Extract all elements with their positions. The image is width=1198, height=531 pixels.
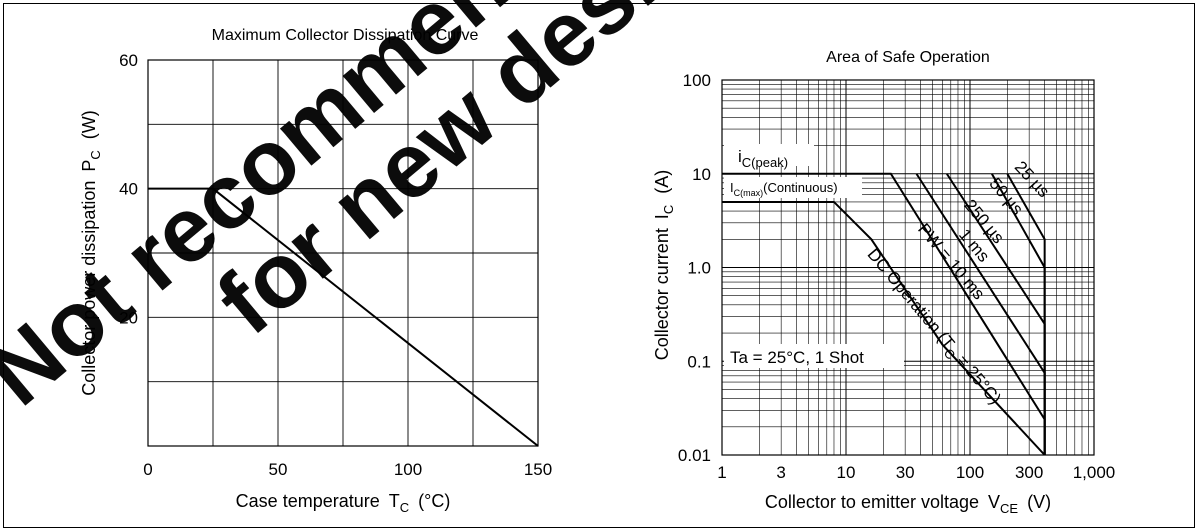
figure-frame <box>3 3 1195 528</box>
dissipation-series <box>148 187 539 447</box>
dissipation-curve <box>148 187 539 447</box>
ic-peak-main: i <box>738 147 742 166</box>
watermark: Not recommended for new design <box>0 0 762 425</box>
soa-x-axis-label: Collector to emitter voltage VCE (V) <box>765 492 1051 516</box>
dissipation-y-symbol-sub: C <box>88 150 103 159</box>
dissipation-y-label-text: Collector power dissipation <box>79 181 99 396</box>
soa-x-unit: (V) <box>1027 492 1051 512</box>
soa-x-tick-label: 10 <box>837 463 856 482</box>
dissipation-x-tick-label: 0 <box>143 460 152 479</box>
soa-x-tick-label: 1 <box>717 463 726 482</box>
soa-x-label-text: Collector to emitter voltage <box>765 492 979 512</box>
dissipation-x-axis-label: Case temperature TC (°C) <box>236 491 451 515</box>
dissipation-x-tick-label: 100 <box>394 460 422 479</box>
soa-x-tick-label: 100 <box>956 463 984 482</box>
soa-y-tick-label: 1.0 <box>687 259 711 278</box>
soa-curve <box>722 200 1046 456</box>
soa-series <box>722 172 1046 456</box>
ic-max-sub: C(max) <box>734 188 764 198</box>
soa-curve <box>1006 173 1046 455</box>
dissipation-y-tick-label: 20 <box>119 308 138 327</box>
dissipation-x-label-text: Case temperature <box>236 491 380 511</box>
condition-label: Ta = 25°C, 1 Shot <box>730 348 864 367</box>
soa-x-tick-label: 300 <box>1015 463 1043 482</box>
soa-x-tick-label: 3 <box>776 463 785 482</box>
soa-y-unit: (A) <box>652 170 672 194</box>
ic-peak-sub: C(peak) <box>742 155 788 170</box>
soa-y-symbol-sub: C <box>661 205 676 214</box>
soa-curve <box>945 173 1046 455</box>
dissipation-y-symbol: P <box>79 160 99 172</box>
ic-max-suffix: (Continuous) <box>763 180 837 195</box>
soa-x-symbol-sub: CE <box>1000 501 1018 516</box>
ic-peak-label-bg <box>724 144 814 166</box>
dissipation-plot-frame <box>147 59 539 447</box>
ic-max-label: IC(max)(Continuous) <box>730 180 838 198</box>
dissipation-x-unit: (°C) <box>418 491 450 511</box>
safe-operation-chart: 1 3 10 30 100 300 1,000 0.01 0.1 1.0 10 100 iC(peak… <box>652 49 1115 516</box>
soa-y-axis-label: Collector current IC (A) <box>652 170 676 360</box>
condition-label-bg <box>724 344 904 368</box>
soa-x-tick-label: 30 <box>896 463 915 482</box>
soa-y-label-text: Collector current <box>652 228 672 360</box>
ic-peak-label: iC(peak) <box>738 147 788 170</box>
soa-x-tick-label: 1,000 <box>1073 463 1116 482</box>
dissipation-x-tick-label: 50 <box>269 460 288 479</box>
soa-grid <box>721 80 1094 456</box>
dissipation-tick-labels: 0 50 100 150 20 40 60 <box>119 51 552 479</box>
soa-y-symbol: I <box>652 214 672 219</box>
soa-y-tick-label: 0.1 <box>687 352 711 371</box>
soa-curve <box>990 173 1046 455</box>
dissipation-x-symbol-sub: C <box>400 500 409 515</box>
dissipation-x-symbol: T <box>389 491 400 511</box>
ic-max-main: I <box>730 180 734 195</box>
soa-annotation-labels: iC(peak) IC(max)(Continuous) Ta = 25°C, … <box>724 144 1053 408</box>
dissipation-y-axis-label: Collector power dissipation PC (W) <box>79 110 103 396</box>
soa-chart-title: Area of Safe Operation <box>826 49 990 66</box>
soa-plot-frame <box>721 79 1095 456</box>
dissipation-y-tick-label: 40 <box>119 180 138 199</box>
dissipation-y-unit: (W) <box>79 110 99 139</box>
soa-x-symbol: V <box>988 492 1000 512</box>
dissipation-y-tick-label: 60 <box>119 51 138 70</box>
dissipation-x-tick-label: 150 <box>524 460 552 479</box>
soa-y-tick-label: 0.01 <box>678 446 711 465</box>
soa-y-tick-label: 100 <box>683 71 711 90</box>
ic-max-label-bg <box>724 177 862 198</box>
dissipation-chart-title: Maximum Collector Dissipation Curve <box>212 27 479 44</box>
dissipation-chart: 0 50 100 150 20 40 60 Maximum Collector Dissip… <box>79 27 552 515</box>
soa-y-tick-label: 10 <box>692 165 711 184</box>
soa-tick-labels: 1 3 10 30 100 300 1,000 0.01 0.1 1.0 10 100 <box>678 71 1115 482</box>
